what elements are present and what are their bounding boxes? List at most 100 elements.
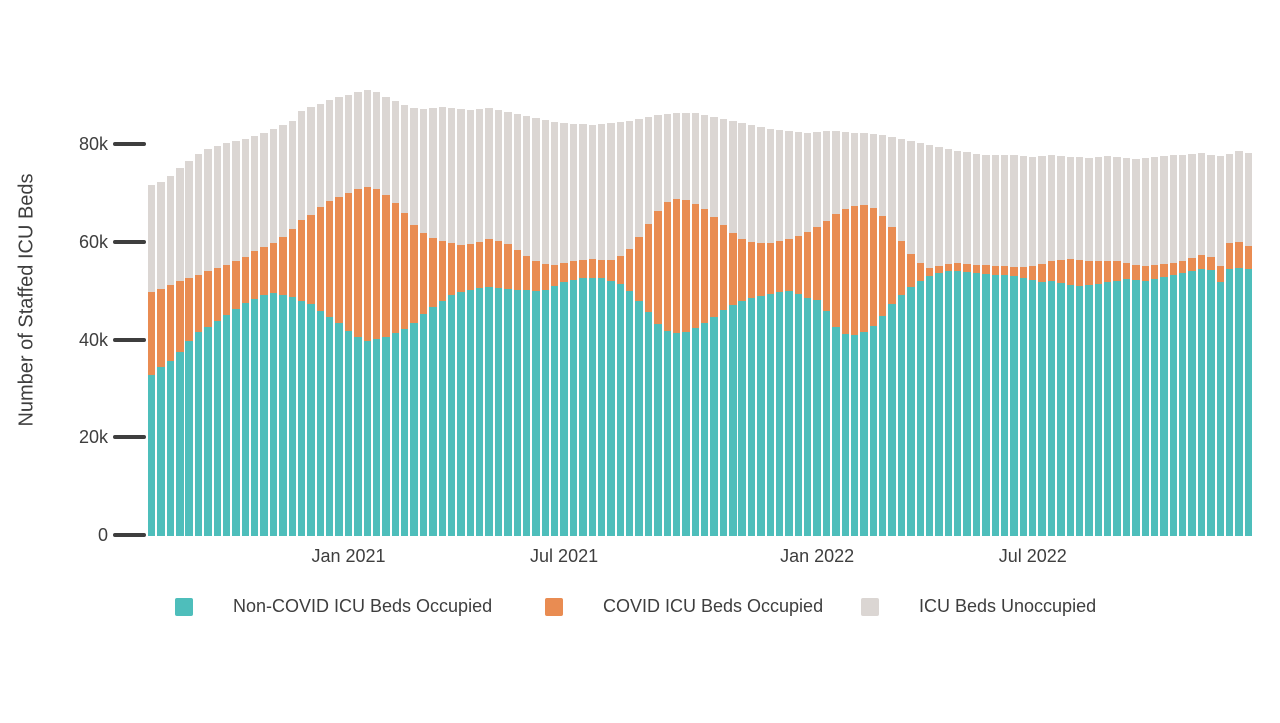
bar-segment-covid[interactable] — [879, 215, 887, 317]
bar-segment-covid[interactable] — [354, 188, 362, 337]
bar-segment-covid[interactable] — [260, 246, 268, 296]
bar-segment-unoccupied[interactable] — [663, 113, 671, 202]
bar-segment-non-covid[interactable] — [204, 326, 212, 536]
bar-segment-non-covid[interactable] — [719, 310, 728, 536]
bar-segment-unoccupied[interactable] — [794, 132, 803, 237]
bar-segment-covid[interactable] — [1029, 266, 1037, 281]
bar-segment-unoccupied[interactable] — [148, 184, 156, 292]
bar-segment-unoccupied[interactable] — [419, 109, 428, 234]
bar-segment-covid[interactable] — [551, 265, 559, 286]
bar-segment-unoccupied[interactable] — [1057, 156, 1065, 260]
bar-segment-unoccupied[interactable] — [1179, 154, 1187, 261]
bar-segment-unoccupied[interactable] — [513, 114, 521, 250]
bar-segment-non-covid[interactable] — [316, 310, 325, 536]
bar-segment-non-covid[interactable] — [1141, 280, 1149, 536]
bar-segment-unoccupied[interactable] — [869, 133, 878, 208]
bar-segment-covid[interactable] — [316, 206, 325, 311]
bar-segment-unoccupied[interactable] — [372, 91, 381, 189]
bar-segment-non-covid[interactable] — [682, 331, 690, 536]
bar-segment-covid[interactable] — [269, 242, 278, 293]
bar-segment-unoccupied[interactable] — [954, 150, 962, 264]
bar-segment-covid[interactable] — [176, 280, 184, 353]
bar-segment-covid[interactable] — [1000, 266, 1009, 276]
bar-segment-non-covid[interactable] — [466, 289, 475, 536]
bar-segment-covid[interactable] — [1010, 266, 1018, 277]
bar-segment-non-covid[interactable] — [232, 308, 240, 536]
bar-segment-unoccupied[interactable] — [1197, 152, 1206, 255]
bar-segment-covid[interactable] — [710, 216, 718, 317]
bar-segment-unoccupied[interactable] — [363, 90, 371, 187]
bar-segment-non-covid[interactable] — [438, 300, 446, 536]
bar-segment-non-covid[interactable] — [288, 296, 296, 536]
bar-segment-unoccupied[interactable] — [804, 132, 812, 233]
bar-segment-covid[interactable] — [954, 263, 962, 271]
bar-segment-covid[interactable] — [1038, 264, 1046, 282]
bar-segment-non-covid[interactable] — [372, 338, 381, 536]
bar-segment-unoccupied[interactable] — [1141, 158, 1149, 266]
bar-segment-unoccupied[interactable] — [560, 122, 568, 264]
bar-segment-covid[interactable] — [1122, 262, 1131, 279]
bar-segment-unoccupied[interactable] — [597, 124, 606, 260]
bar-segment-unoccupied[interactable] — [522, 116, 531, 256]
bar-segment-unoccupied[interactable] — [1150, 157, 1159, 265]
bar-segment-covid[interactable] — [963, 263, 971, 272]
bar-segment-non-covid[interactable] — [297, 300, 306, 536]
bar-segment-covid[interactable] — [166, 284, 175, 362]
bar-segment-covid[interactable] — [916, 262, 924, 281]
bar-segment-unoccupied[interactable] — [635, 119, 643, 238]
bar-segment-unoccupied[interactable] — [307, 107, 315, 215]
bar-segment-covid[interactable] — [682, 199, 690, 332]
bar-segment-unoccupied[interactable] — [260, 132, 268, 247]
bar-segment-covid[interactable] — [466, 243, 475, 290]
bar-segment-covid[interactable] — [1141, 265, 1149, 281]
bar-segment-unoccupied[interactable] — [1235, 150, 1243, 243]
bar-segment-unoccupied[interactable] — [701, 114, 709, 210]
bar-segment-covid[interactable] — [185, 278, 193, 341]
bar-segment-unoccupied[interactable] — [935, 146, 943, 266]
bar-segment-non-covid[interactable] — [429, 307, 437, 536]
bar-segment-unoccupied[interactable] — [672, 112, 681, 199]
bar-segment-covid[interactable] — [579, 259, 587, 279]
bar-segment-unoccupied[interactable] — [166, 175, 175, 285]
bar-segment-non-covid[interactable] — [832, 326, 840, 536]
bar-segment-covid[interactable] — [1113, 261, 1121, 281]
bar-segment-non-covid[interactable] — [391, 332, 400, 536]
bar-segment-covid[interactable] — [344, 192, 353, 331]
bar-segment-covid[interactable] — [635, 237, 643, 301]
bar-segment-unoccupied[interactable] — [1113, 157, 1121, 262]
bar-segment-covid[interactable] — [1047, 260, 1056, 281]
bar-segment-covid[interactable] — [822, 221, 831, 312]
bar-segment-unoccupied[interactable] — [569, 123, 578, 262]
bar-segment-non-covid[interactable] — [954, 270, 962, 536]
bar-segment-non-covid[interactable] — [1188, 271, 1196, 536]
bar-segment-non-covid[interactable] — [644, 311, 653, 536]
bar-segment-non-covid[interactable] — [850, 334, 859, 536]
bar-segment-unoccupied[interactable] — [626, 120, 634, 249]
bar-segment-unoccupied[interactable] — [1000, 155, 1009, 267]
bar-segment-non-covid[interactable] — [1179, 273, 1187, 536]
bar-segment-non-covid[interactable] — [457, 291, 465, 536]
bar-segment-covid[interactable] — [1132, 264, 1140, 280]
bar-segment-covid[interactable] — [925, 267, 934, 277]
bar-segment-unoccupied[interactable] — [925, 144, 934, 268]
bar-segment-unoccupied[interactable] — [813, 132, 821, 227]
bar-segment-non-covid[interactable] — [616, 284, 625, 536]
bar-segment-unoccupied[interactable] — [354, 92, 362, 189]
bar-segment-non-covid[interactable] — [1160, 277, 1168, 536]
bar-segment-covid[interactable] — [494, 240, 503, 288]
bar-segment-covid[interactable] — [485, 239, 493, 287]
bar-segment-covid[interactable] — [1188, 257, 1196, 272]
bar-segment-covid[interactable] — [401, 212, 409, 329]
bar-segment-non-covid[interactable] — [157, 366, 165, 536]
bar-segment-unoccupied[interactable] — [1244, 152, 1253, 247]
bar-segment-unoccupied[interactable] — [494, 110, 503, 241]
bar-segment-unoccupied[interactable] — [316, 103, 325, 207]
bar-segment-unoccupied[interactable] — [232, 140, 240, 261]
bar-segment-unoccupied[interactable] — [438, 106, 446, 241]
bar-segment-non-covid[interactable] — [785, 290, 793, 536]
bar-segment-covid[interactable] — [241, 256, 250, 303]
bar-segment-unoccupied[interactable] — [1132, 159, 1140, 265]
bar-segment-unoccupied[interactable] — [447, 107, 456, 243]
bar-segment-non-covid[interactable] — [897, 294, 906, 536]
bar-segment-non-covid[interactable] — [269, 292, 278, 536]
